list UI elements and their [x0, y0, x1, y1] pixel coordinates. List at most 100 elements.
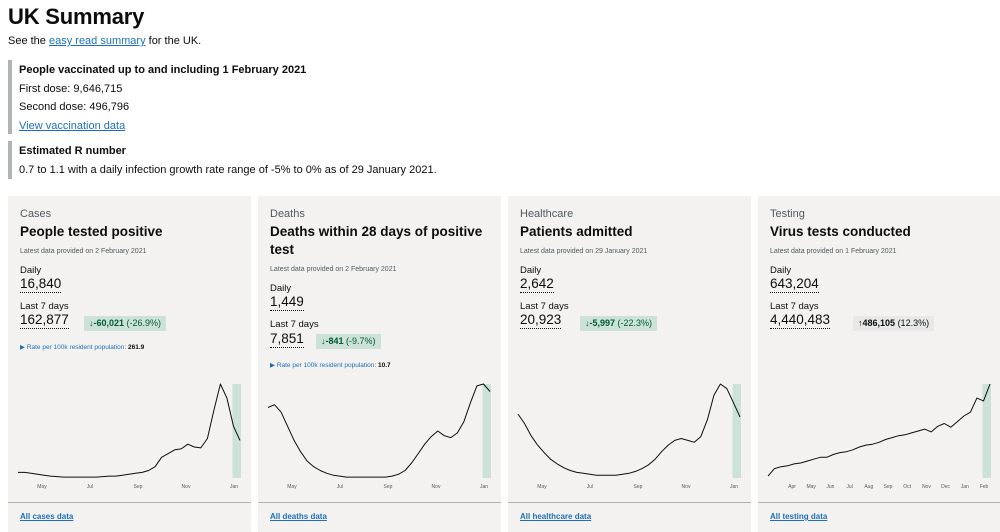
card-category: Testing — [770, 208, 805, 220]
month-tick-label: Sep — [634, 484, 643, 490]
month-tick-label: Nov — [182, 484, 191, 490]
card-title[interactable]: Patients admitted — [520, 224, 633, 239]
month-tick-label: Dec — [941, 484, 950, 490]
last-7-days-value[interactable]: 4,440,483 — [770, 312, 831, 329]
arrow-down-icon: ↓ — [585, 318, 590, 328]
month-tick-label: Sep — [884, 484, 893, 490]
daily-label: Daily — [520, 265, 542, 276]
month-tick-label: Jan — [961, 484, 969, 490]
card-category: Cases — [20, 208, 52, 220]
card-updated-date: Latest data provided on 29 January 2021 — [520, 248, 648, 255]
card-updated-date: Latest data provided on 1 February 2021 — [770, 248, 897, 255]
card-title[interactable]: People tested positive — [20, 224, 163, 239]
easy-read-summary-link[interactable]: easy read summary — [48, 35, 146, 47]
daily-value[interactable]: 2,642 — [520, 276, 554, 293]
month-tick-label: May — [287, 484, 297, 490]
month-tick-label: Jul — [846, 484, 852, 490]
last-7-days-label: Last 7 days — [20, 301, 69, 312]
month-tick-label: Nov — [682, 484, 691, 490]
recent-period-band — [732, 384, 741, 478]
month-tick-label: Nov — [922, 484, 931, 490]
r-number-text: 0.7 to 1.1 with a daily infection growth… — [19, 163, 437, 176]
last-7-days-value[interactable]: 7,851 — [270, 331, 304, 348]
page-title: UK Summary — [8, 4, 145, 29]
card-updated-date: Latest data provided on 2 February 2021 — [20, 248, 147, 255]
month-tick-label: Oct — [903, 484, 911, 490]
arrow-up-icon: ↑ — [858, 318, 863, 328]
month-tick-label: Aug — [864, 484, 873, 490]
card-title[interactable]: Virus tests conducted — [770, 224, 911, 239]
recent-period-band — [982, 384, 991, 478]
card-divider — [508, 502, 751, 503]
last-7-days-label: Last 7 days — [270, 319, 319, 330]
all-healthcare-data-link[interactable]: All healthcare data — [520, 512, 592, 521]
daily-label: Daily — [270, 283, 292, 294]
deaths-trend-chart: May Jul Sep Nov Jan — [267, 383, 491, 490]
last-7-days-value[interactable]: 162,877 — [20, 312, 69, 329]
all-deaths-data-link[interactable]: All deaths data — [270, 512, 327, 521]
second-dose-text: Second dose: 496,796 — [19, 101, 130, 113]
r-number-summary: Estimated R number 0.7 to 1.1 with a dai… — [8, 141, 437, 179]
month-tick-label: Jul — [587, 484, 593, 490]
card-divider — [758, 502, 1000, 503]
daily-label: Daily — [20, 265, 42, 276]
last-7-days-label: Last 7 days — [520, 301, 569, 312]
last-7-days-value[interactable]: 20,923 — [520, 312, 562, 329]
month-tick-label: Apr — [788, 484, 796, 490]
rate-per-100k-toggle[interactable]: ▶ Rate per 100k resident population: 10.… — [270, 362, 391, 369]
month-tick-label: May — [537, 484, 547, 490]
card-category: Deaths — [270, 208, 305, 220]
vaccination-summary: People vaccinated up to and including 1 … — [8, 60, 306, 134]
first-dose-text: First dose: 9,646,715 — [19, 82, 123, 95]
r-number-heading: Estimated R number — [19, 145, 126, 157]
arrow-down-icon: ↓ — [321, 336, 326, 346]
recent-period-band — [232, 384, 241, 478]
month-tick-label: Jan — [730, 484, 738, 490]
card-title[interactable]: Deaths within 28 days of positive test — [270, 224, 483, 257]
healthcare-card: Healthcare Patients admitted Latest data… — [508, 196, 751, 532]
month-tick-label: Sep — [384, 484, 393, 490]
daily-value[interactable]: 16,840 — [20, 276, 62, 293]
trend-line — [18, 383, 241, 478]
testing-trend-chart: Apr May Jun Jul Aug Sep Oct Nov Dec Jan Feb — [767, 383, 991, 490]
last-7-days-label: Last 7 days — [770, 301, 819, 312]
trend-line — [517, 383, 741, 476]
month-tick-label: Jul — [87, 484, 93, 490]
change-badge: ↓-841 (-9.7%) — [316, 334, 381, 349]
triangle-right-icon: ▶ — [20, 344, 25, 351]
daily-value[interactable]: 1,449 — [270, 294, 304, 311]
arrow-down-icon: ↓ — [89, 318, 94, 328]
month-tick-label: Sep — [134, 484, 143, 490]
deaths-card: Deaths Deaths within 28 days of positive… — [258, 196, 501, 532]
all-testing-data-link[interactable]: All testing data — [770, 512, 828, 521]
month-tick-label: Jan — [230, 484, 238, 490]
vaccination-heading: People vaccinated up to and including 1 … — [19, 64, 307, 76]
trend-line — [767, 383, 991, 477]
card-divider — [8, 502, 251, 503]
daily-label: Daily — [770, 265, 792, 276]
all-cases-data-link[interactable]: All cases data — [20, 512, 74, 521]
daily-value[interactable]: 643,204 — [770, 276, 819, 293]
cases-trend-chart: May Jul Sep Nov Jan — [18, 383, 241, 490]
month-tick-label: Jan — [480, 484, 488, 490]
month-tick-label: May — [37, 484, 47, 490]
view-vaccination-data-link[interactable]: View vaccination data — [19, 119, 126, 132]
month-tick-label: Jun — [826, 484, 834, 490]
trend-line — [267, 383, 491, 478]
month-tick-label: Nov — [432, 484, 441, 490]
intro-text: See the easy read summary for the UK. — [8, 35, 202, 47]
card-divider — [258, 502, 501, 503]
month-tick-label: Jul — [337, 484, 343, 490]
month-tick-label: May — [806, 484, 816, 490]
change-badge: ↓-5,997 (-22.3%) — [580, 316, 658, 331]
change-badge: ↓-60,021 (-26.9%) — [84, 316, 167, 331]
card-category: Healthcare — [520, 208, 574, 220]
healthcare-trend-chart: May Jul Sep Nov Jan — [517, 383, 741, 490]
cases-card: Cases People tested positive Latest data… — [8, 196, 251, 532]
recent-period-band — [482, 384, 491, 478]
change-badge: ↑486,105 (12.3%) — [853, 316, 935, 331]
rate-per-100k-toggle[interactable]: ▶ Rate per 100k resident population: 261… — [20, 344, 145, 351]
card-updated-date: Latest data provided on 2 February 2021 — [270, 266, 397, 273]
month-tick-label: Feb — [980, 484, 989, 490]
testing-card: Testing Virus tests conducted Latest dat… — [758, 196, 1000, 532]
